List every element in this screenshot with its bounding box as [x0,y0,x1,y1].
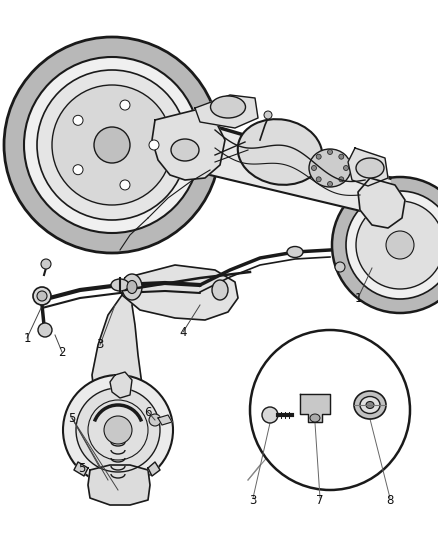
Circle shape [250,330,410,490]
Circle shape [339,177,344,182]
Ellipse shape [211,96,246,118]
Ellipse shape [310,414,320,422]
Circle shape [339,154,344,159]
Polygon shape [110,372,132,398]
Polygon shape [74,462,88,476]
Ellipse shape [127,280,137,294]
Ellipse shape [287,246,303,257]
Text: 1: 1 [23,332,31,344]
Text: 7: 7 [316,494,324,506]
Text: 2: 2 [58,345,66,359]
Text: 5: 5 [78,462,86,474]
Circle shape [264,111,272,119]
Ellipse shape [238,119,322,185]
Ellipse shape [171,139,199,161]
Circle shape [120,100,130,110]
Circle shape [346,191,438,299]
Polygon shape [210,125,390,218]
Circle shape [356,201,438,289]
Polygon shape [158,415,172,425]
Circle shape [37,70,187,220]
Circle shape [104,416,132,444]
Text: 8: 8 [386,494,394,506]
Circle shape [41,259,51,269]
Polygon shape [152,110,225,180]
Polygon shape [195,95,258,128]
Text: 3: 3 [96,338,104,351]
Circle shape [73,115,83,125]
Circle shape [149,140,159,150]
Text: 4: 4 [179,326,187,338]
Circle shape [37,291,47,301]
Circle shape [335,262,345,272]
Circle shape [24,57,200,233]
Circle shape [386,231,414,259]
Text: 1: 1 [354,292,362,304]
Polygon shape [88,465,150,505]
Circle shape [343,166,349,171]
Circle shape [262,407,278,423]
Ellipse shape [360,397,380,414]
Circle shape [332,177,438,313]
Circle shape [316,177,321,182]
Circle shape [316,154,321,159]
Polygon shape [358,178,405,228]
Text: 6: 6 [144,406,152,418]
Circle shape [311,166,317,171]
Ellipse shape [111,279,129,291]
Ellipse shape [122,274,142,300]
Circle shape [328,182,332,187]
Circle shape [94,127,130,163]
Circle shape [38,323,52,337]
Ellipse shape [356,158,384,178]
Polygon shape [148,462,160,476]
Text: 5: 5 [68,411,76,424]
Polygon shape [92,295,142,430]
Circle shape [33,287,51,305]
Circle shape [52,85,172,205]
Ellipse shape [366,401,374,408]
Circle shape [328,149,332,155]
Circle shape [73,165,83,175]
Circle shape [149,414,161,426]
Polygon shape [348,148,388,186]
Polygon shape [122,265,238,320]
Circle shape [63,375,173,485]
Ellipse shape [309,149,351,187]
Circle shape [76,388,160,472]
Circle shape [120,180,130,190]
Ellipse shape [354,391,386,419]
Circle shape [4,37,220,253]
Polygon shape [300,394,330,422]
Text: 3: 3 [249,494,257,506]
Ellipse shape [212,280,228,300]
